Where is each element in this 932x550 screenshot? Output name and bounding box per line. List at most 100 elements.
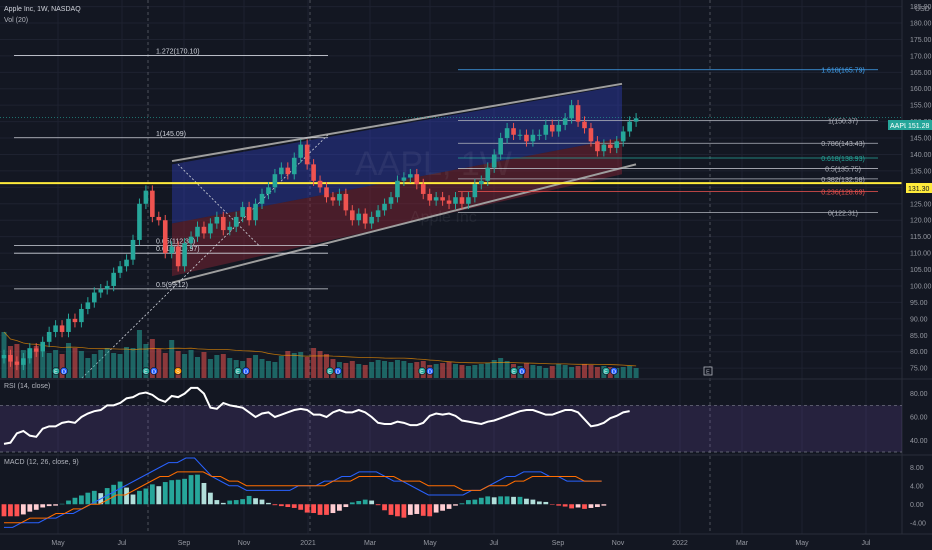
candle — [401, 172, 407, 187]
macd-histogram-bar — [66, 500, 71, 505]
candle-body — [401, 177, 407, 181]
candle — [356, 208, 362, 226]
fib-level-label: 0.236(128.69) — [821, 190, 865, 197]
event-marker[interactable]: E — [326, 367, 334, 376]
macd-histogram-bar — [162, 482, 168, 505]
candle-body — [330, 197, 336, 201]
price-tick-label: 85.00 — [910, 333, 928, 340]
macd-histogram-bar — [214, 500, 220, 505]
rsi-tick-label: 80.00 — [910, 391, 928, 398]
candle-body — [111, 272, 116, 286]
macd-histogram-bar — [459, 503, 465, 505]
volume-bar — [407, 363, 413, 378]
candle — [459, 191, 465, 210]
macd-histogram-bar — [446, 504, 452, 509]
macd-histogram-bar — [582, 504, 587, 509]
macd-histogram-bar — [117, 481, 123, 505]
candle-body — [408, 174, 413, 178]
fib-level-label: 1.272(170.10) — [156, 49, 200, 56]
candle-body — [504, 128, 510, 139]
candle — [272, 168, 278, 193]
candle-body — [633, 118, 639, 122]
macd-series — [1, 457, 607, 528]
volume-bar — [446, 362, 452, 378]
time-tick-label: 2022 — [672, 540, 688, 547]
event-marker[interactable]: S — [174, 367, 182, 376]
event-marker[interactable]: D — [334, 367, 342, 376]
candle — [53, 320, 58, 338]
candle — [608, 139, 613, 154]
event-marker[interactable]: E — [142, 367, 150, 376]
candle-body — [137, 203, 142, 240]
candle — [137, 198, 142, 246]
volume-bar — [394, 360, 400, 378]
grid — [0, 0, 902, 534]
macd-histogram-bar — [530, 499, 536, 505]
marker-circle — [234, 367, 242, 375]
candle — [40, 336, 45, 357]
macd-histogram-bar — [317, 504, 323, 515]
event-marker[interactable]: E — [52, 367, 60, 376]
macd-histogram-bar — [1, 504, 7, 517]
candle-body — [311, 164, 316, 181]
candle — [214, 211, 220, 229]
event-marker[interactable]: D — [150, 367, 158, 376]
time-tick-label: 2021 — [300, 540, 316, 547]
fib-level-label: 0(122.31) — [828, 211, 858, 218]
marker-circle — [242, 367, 250, 375]
event-marker[interactable]: D — [426, 367, 434, 376]
event-marker[interactable]: D — [518, 367, 526, 376]
future-earnings-marker: E — [703, 366, 713, 376]
candle — [253, 198, 258, 226]
marker-text: E — [604, 370, 608, 376]
event-marker[interactable]: E — [418, 367, 426, 376]
marker-circle — [602, 367, 610, 375]
candle-body — [446, 200, 452, 204]
macd-histogram-bar — [543, 501, 549, 505]
price-tick-label: 180.00 — [910, 21, 932, 28]
candle-body — [588, 128, 594, 142]
candle-body — [317, 180, 323, 188]
volume-bar — [201, 352, 207, 378]
candle — [169, 241, 174, 259]
volume-bar — [40, 352, 46, 378]
event-marker[interactable]: D — [610, 367, 618, 376]
fib-level-label: 0.5(99.12) — [156, 282, 188, 289]
macd-histogram-bar — [517, 496, 523, 505]
event-marker[interactable]: D — [242, 367, 250, 376]
macd-histogram-bar — [401, 504, 407, 518]
macd-histogram-bar — [369, 500, 375, 505]
event-marker[interactable]: E — [234, 367, 242, 376]
candle-body — [582, 121, 587, 129]
candle — [233, 211, 239, 233]
candles[interactable] — [1, 99, 639, 371]
macd-histogram-bar — [388, 504, 394, 515]
marker-text: S — [176, 370, 180, 376]
macd-histogram-bar — [259, 499, 265, 505]
channel-lower-band — [172, 138, 622, 277]
candle — [79, 303, 84, 328]
macd-histogram-bar — [53, 504, 58, 506]
macd-signal-line — [4, 471, 602, 524]
macd-histogram-bar — [324, 504, 329, 515]
candle — [317, 175, 323, 193]
svg-text:AAPL: AAPL — [890, 123, 908, 130]
event-marker[interactable]: E — [602, 367, 610, 376]
marker-circle — [326, 367, 334, 375]
price-tick-label: 145.00 — [910, 136, 932, 143]
candle — [479, 175, 484, 190]
candle-body — [420, 184, 426, 194]
candle — [259, 188, 265, 210]
candle — [182, 237, 187, 272]
candle-body — [298, 144, 303, 158]
candle — [369, 211, 374, 229]
event-marker[interactable]: E — [510, 367, 518, 376]
candle-body — [459, 197, 465, 204]
event-marker[interactable]: D — [60, 367, 68, 376]
candle-body — [440, 197, 445, 201]
candle — [66, 313, 71, 338]
macd-histogram-bar — [466, 500, 471, 505]
volume-bar — [569, 367, 575, 378]
